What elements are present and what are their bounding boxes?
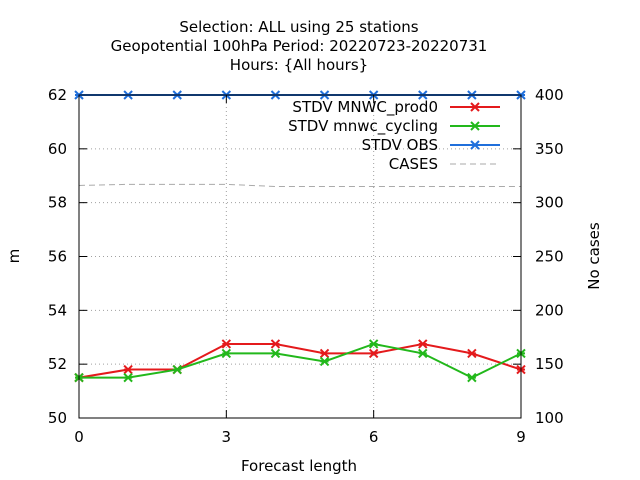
series-stdv-mnwc-prod0-point bbox=[319, 348, 330, 359]
chart-title-line-2: Geopotential 100hPa Period: 20220723-202… bbox=[111, 37, 488, 55]
y2-tick-label: 300 bbox=[535, 194, 564, 212]
series-stdv-mnwc-cycling-point bbox=[368, 339, 379, 349]
series-stdv-mnwc-cycling-point bbox=[172, 364, 182, 375]
grid-lines bbox=[79, 95, 521, 418]
y2-tick-label: 200 bbox=[535, 301, 564, 319]
legend-label: CASES bbox=[389, 155, 438, 173]
y2-tick-label: 350 bbox=[535, 140, 564, 158]
y2-tick-label: 150 bbox=[535, 355, 564, 373]
tick-layer: 50 52 54 56 58 60 62 100 150 200 250 300 350 400 0 3 6 9 bbox=[48, 86, 564, 446]
x-tick-label: 0 bbox=[74, 428, 84, 446]
series-stdv-mnwc-prod0-line bbox=[78, 342, 522, 379]
chart-title-line-3: Hours: {All hours} bbox=[230, 56, 368, 74]
legend-marker bbox=[470, 140, 480, 150]
y2-tick-label: 100 bbox=[535, 409, 564, 427]
series-stdv-mnwc-prod0-point bbox=[270, 339, 281, 349]
series-stdv-mnwc-prod0-point bbox=[467, 348, 477, 359]
y-tick-label: 56 bbox=[48, 248, 67, 266]
y-tick-label: 62 bbox=[48, 86, 67, 104]
series-stdv-mnwc-cycling-line bbox=[79, 342, 522, 379]
series-stdv-mnwc-cycling-point bbox=[467, 372, 477, 383]
legend-label: STDV mnwc_cycling bbox=[288, 117, 438, 136]
series-cases-line bbox=[78, 183, 521, 188]
legend-item-stdv-obs: STDV OBS bbox=[362, 136, 500, 154]
y2-tick-label: 400 bbox=[535, 86, 564, 104]
x-axis-label: Forecast length bbox=[241, 457, 357, 475]
legend-item-cases: CASES bbox=[389, 155, 500, 173]
legend-marker bbox=[470, 102, 480, 112]
y-tick-label: 58 bbox=[48, 194, 67, 212]
series-stdv-mnwc-cycling-point bbox=[319, 356, 330, 367]
x-tick-label: 6 bbox=[369, 428, 379, 446]
series-stdv-mnwc-cycling-point bbox=[123, 372, 133, 383]
series-stdv-mnwc-prod0-point bbox=[123, 364, 133, 375]
x-tick-label: 9 bbox=[516, 428, 526, 446]
x-tick-label: 3 bbox=[222, 428, 232, 446]
series-stdv-mnwc-cycling-point bbox=[270, 348, 281, 359]
series-stdv-mnwc-prod0-point bbox=[368, 348, 379, 359]
legend-marker bbox=[470, 121, 480, 131]
chart-title-line-1: Selection: ALL using 25 stations bbox=[179, 18, 418, 36]
legend-label: STDV OBS bbox=[362, 136, 438, 154]
y2-axis-label: No cases bbox=[585, 222, 603, 290]
legend-item-stdv-mnwc-prod0: STDV MNWC_prod0 bbox=[292, 98, 500, 117]
y-tick-label: 52 bbox=[48, 355, 67, 373]
series-stdv-mnwc-cycling-point bbox=[418, 348, 428, 359]
y-tick-label: 60 bbox=[48, 140, 67, 158]
legend-item-stdv-mnwc-cycling: STDV mnwc_cycling bbox=[288, 117, 500, 136]
series-stdv-mnwc-prod0-point bbox=[418, 339, 428, 349]
y2-tick-label: 250 bbox=[535, 248, 564, 266]
y-tick-label: 50 bbox=[48, 409, 67, 427]
legend-label: STDV MNWC_prod0 bbox=[292, 98, 438, 117]
y-tick-label: 54 bbox=[48, 301, 67, 319]
series-stdv-mnwc-prod0-point bbox=[221, 339, 232, 349]
series-stdv-mnwc-cycling-point bbox=[221, 348, 232, 359]
y-axis-label: m bbox=[5, 249, 23, 264]
